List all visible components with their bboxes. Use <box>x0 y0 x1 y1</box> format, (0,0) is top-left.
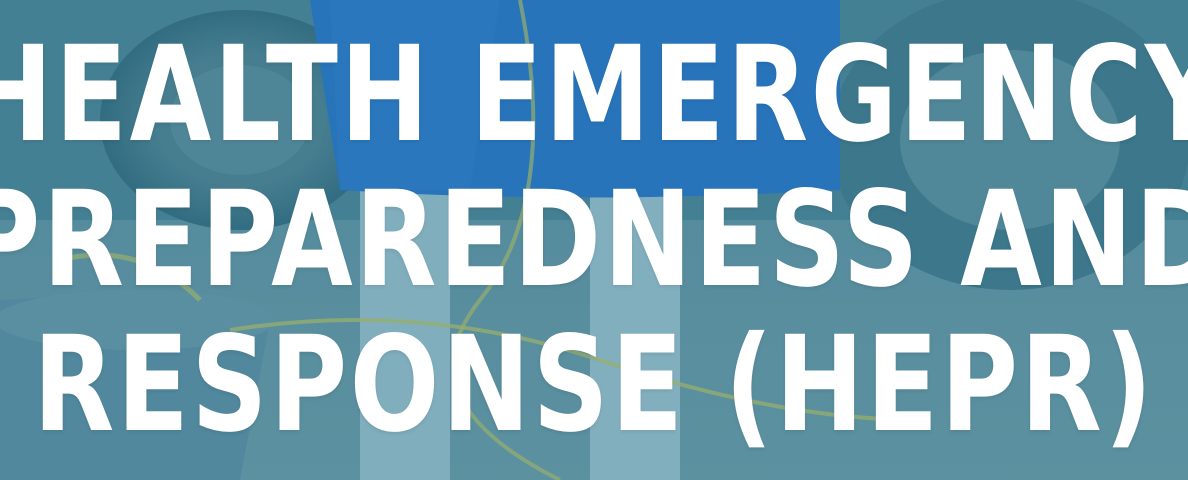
title-line-1: HEALTH EMERGENCY <box>0 17 1188 172</box>
title-line-3: RESPONSE (HEPR) <box>33 307 1155 462</box>
title-line-2: PREPAREDNESS AND <box>0 162 1188 317</box>
